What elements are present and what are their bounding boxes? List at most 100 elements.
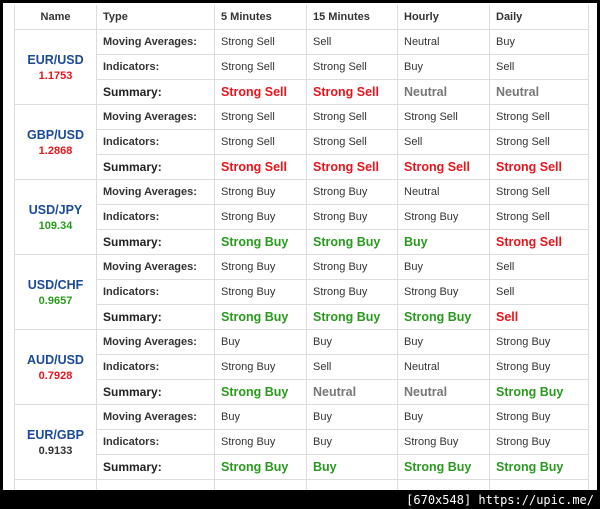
signal-value: Buy — [306, 429, 398, 455]
pair-name: AUD/USD — [27, 352, 84, 367]
empty-cell — [489, 479, 589, 490]
pair-price: 109.34 — [38, 219, 73, 232]
panel: Name Type 5 Minutes 15 Minutes Hourly Daily E… — [3, 3, 597, 490]
signal-value: Sell — [306, 354, 398, 380]
signal-value: Buy — [489, 29, 589, 55]
empty-cell — [96, 479, 215, 490]
signal-value: Strong Sell — [489, 229, 589, 255]
signal-value: Buy — [306, 329, 398, 355]
signal-value: Neutral — [397, 354, 490, 380]
column-header: Name — [14, 5, 97, 30]
signal-value: Buy — [397, 54, 490, 80]
partial-row — [14, 479, 589, 490]
signal-value: Neutral — [397, 379, 490, 405]
signal-value: Strong Buy — [214, 354, 307, 380]
signal-row: Indicators: Strong Buy Buy Strong Buy Strong… — [15, 429, 589, 455]
signal-value: Sell — [489, 54, 589, 80]
signal-row: Summary: Strong Buy Neutral Neutral Strong B… — [15, 379, 589, 405]
signal-value: Strong Buy — [214, 254, 307, 280]
signal-row: EUR/GBP 0.9133 Moving Averages: Buy Buy Buy St… — [14, 404, 589, 480]
signal-value: Strong Sell — [489, 104, 589, 130]
signal-row: Indicators: Strong Buy Strong Buy Strong Bu… — [15, 204, 589, 230]
signal-row: USD/JPY 109.34 Moving Averages: Strong Buy S… — [14, 179, 589, 255]
pair-cell: AUD/USD 0.7928 — [14, 329, 97, 405]
empty-cell — [306, 479, 398, 490]
signal-value: Sell — [397, 129, 490, 155]
signal-value: Neutral — [397, 29, 490, 55]
column-header: Hourly — [397, 5, 490, 30]
signal-type: Moving Averages: — [96, 29, 215, 55]
signal-value: Strong Buy — [489, 454, 589, 480]
signal-value: Buy — [397, 329, 490, 355]
pair-name: EUR/USD — [27, 52, 84, 67]
signal-row: Summary: Strong Sell Strong Sell Neutral Neu… — [15, 79, 589, 105]
pair-cell: EUR/USD 1.1753 — [14, 29, 97, 105]
pair-cell: GBP/USD 1.2868 — [14, 104, 97, 180]
signal-type: Summary: — [96, 454, 215, 480]
signal-type: Moving Averages: — [96, 404, 215, 430]
signal-value: Strong Buy — [397, 454, 490, 480]
signal-value: Strong Buy — [397, 429, 490, 455]
signal-value: Strong Buy — [489, 404, 589, 430]
signal-value: Strong Buy — [306, 229, 398, 255]
empty-cell — [14, 479, 97, 490]
empty-cell — [214, 479, 307, 490]
signal-row: EUR/USD 1.1753 Moving Averages: Strong Sell… — [14, 29, 589, 105]
header-row: Name Type 5 Minutes 15 Minutes Hourly Daily — [14, 5, 589, 30]
signal-value: Strong Sell — [397, 104, 490, 130]
signal-value: Strong Buy — [489, 429, 589, 455]
signal-row: Summary: Strong Sell Strong Sell Strong Sel… — [15, 154, 589, 180]
signal-value: Buy — [306, 454, 398, 480]
signal-value: Strong Buy — [489, 379, 589, 405]
signal-type: Summary: — [96, 79, 215, 105]
signal-row: Indicators: Strong Sell Strong Sell Buy Sell — [15, 54, 589, 80]
signal-row: Indicators: Strong Sell Strong Sell Sell Str… — [15, 129, 589, 155]
pair-price: 1.2868 — [38, 144, 73, 157]
signal-value: Neutral — [397, 79, 490, 105]
watermark: [670x548] https://upic.me/ — [406, 493, 594, 507]
column-header: Type — [96, 5, 215, 30]
signal-value: Strong Sell — [214, 29, 307, 55]
signal-type: Summary: — [96, 154, 215, 180]
signal-value: Strong Sell — [489, 204, 589, 230]
pair-price: 1.1753 — [38, 69, 73, 82]
signal-value: Strong Buy — [214, 429, 307, 455]
signal-value: Strong Buy — [214, 454, 307, 480]
signal-value: Strong Buy — [306, 304, 398, 330]
signal-value: Strong Buy — [214, 279, 307, 305]
signal-value: Strong Buy — [397, 204, 490, 230]
signal-value: Neutral — [306, 379, 398, 405]
pair-cell: USD/JPY 109.34 — [14, 179, 97, 255]
signal-type: Moving Averages: — [96, 179, 215, 205]
signal-row: Summary: Strong Buy Strong Buy Strong Buy Se… — [15, 304, 589, 330]
column-header: 15 Minutes — [306, 5, 398, 30]
signal-type: Indicators: — [96, 204, 215, 230]
signal-value: Strong Sell — [214, 79, 307, 105]
signal-type: Indicators: — [96, 429, 215, 455]
signal-value: Strong Sell — [489, 154, 589, 180]
signal-value: Buy — [214, 404, 307, 430]
signal-value: Strong Sell — [306, 79, 398, 105]
signal-value: Strong Buy — [489, 354, 589, 380]
signal-value: Strong Sell — [306, 154, 398, 180]
empty-cell — [397, 479, 490, 490]
signal-type: Summary: — [96, 379, 215, 405]
signal-type: Indicators: — [96, 129, 215, 155]
signal-value: Strong Sell — [306, 104, 398, 130]
signal-value: Strong Buy — [214, 204, 307, 230]
technical-summary-table: Name Type 5 Minutes 15 Minutes Hourly Daily E… — [14, 5, 589, 490]
pair-name: EUR/GBP — [27, 427, 84, 442]
signal-type: Moving Averages: — [96, 254, 215, 280]
signal-type: Moving Averages: — [96, 329, 215, 355]
signal-value: Strong Sell — [397, 154, 490, 180]
signal-value: Strong Buy — [306, 279, 398, 305]
signal-value: Buy — [397, 254, 490, 280]
column-header: Daily — [489, 5, 589, 30]
signal-row: GBP/USD 1.2868 Moving Averages: Strong Sell… — [14, 104, 589, 180]
signal-value: Strong Buy — [397, 304, 490, 330]
pair-cell: USD/CHF 0.9657 — [14, 254, 97, 330]
signal-value: Buy — [397, 229, 490, 255]
signal-type: Moving Averages: — [96, 104, 215, 130]
signal-type: Summary: — [96, 229, 215, 255]
